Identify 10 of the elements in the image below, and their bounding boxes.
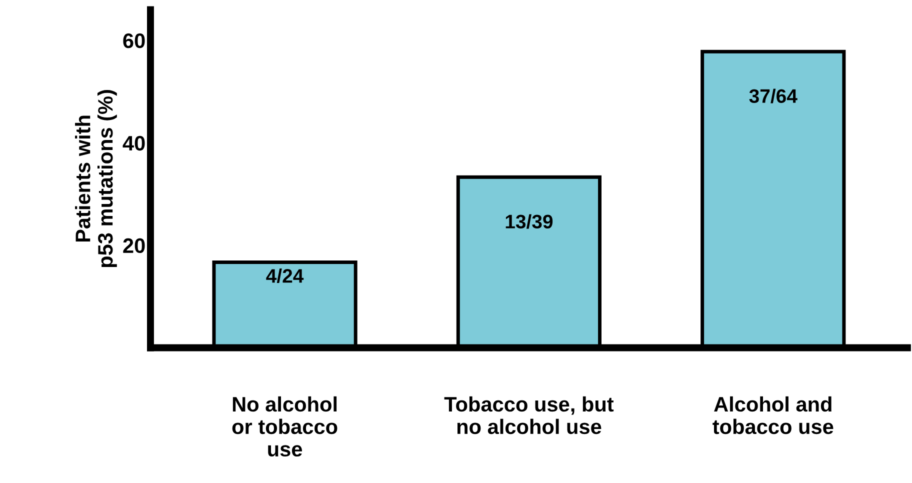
data-label: 4/24: [266, 268, 304, 284]
y-tick-label: 60: [123, 33, 145, 48]
data-label: 37/64: [749, 88, 798, 104]
x-tick-label: Alcohol and tobacco use: [712, 396, 834, 434]
y-tick-label: 40: [122, 136, 145, 151]
y-axis-title: Patients with p53 mutations (%): [75, 90, 117, 268]
data-label: 13/39: [506, 214, 553, 229]
y-tick-label: 20: [123, 238, 145, 254]
x-tick-label: No alcohol or tobacco use: [232, 396, 338, 457]
x-tick-label: Tobacco use, but no alcohol use: [444, 396, 614, 434]
